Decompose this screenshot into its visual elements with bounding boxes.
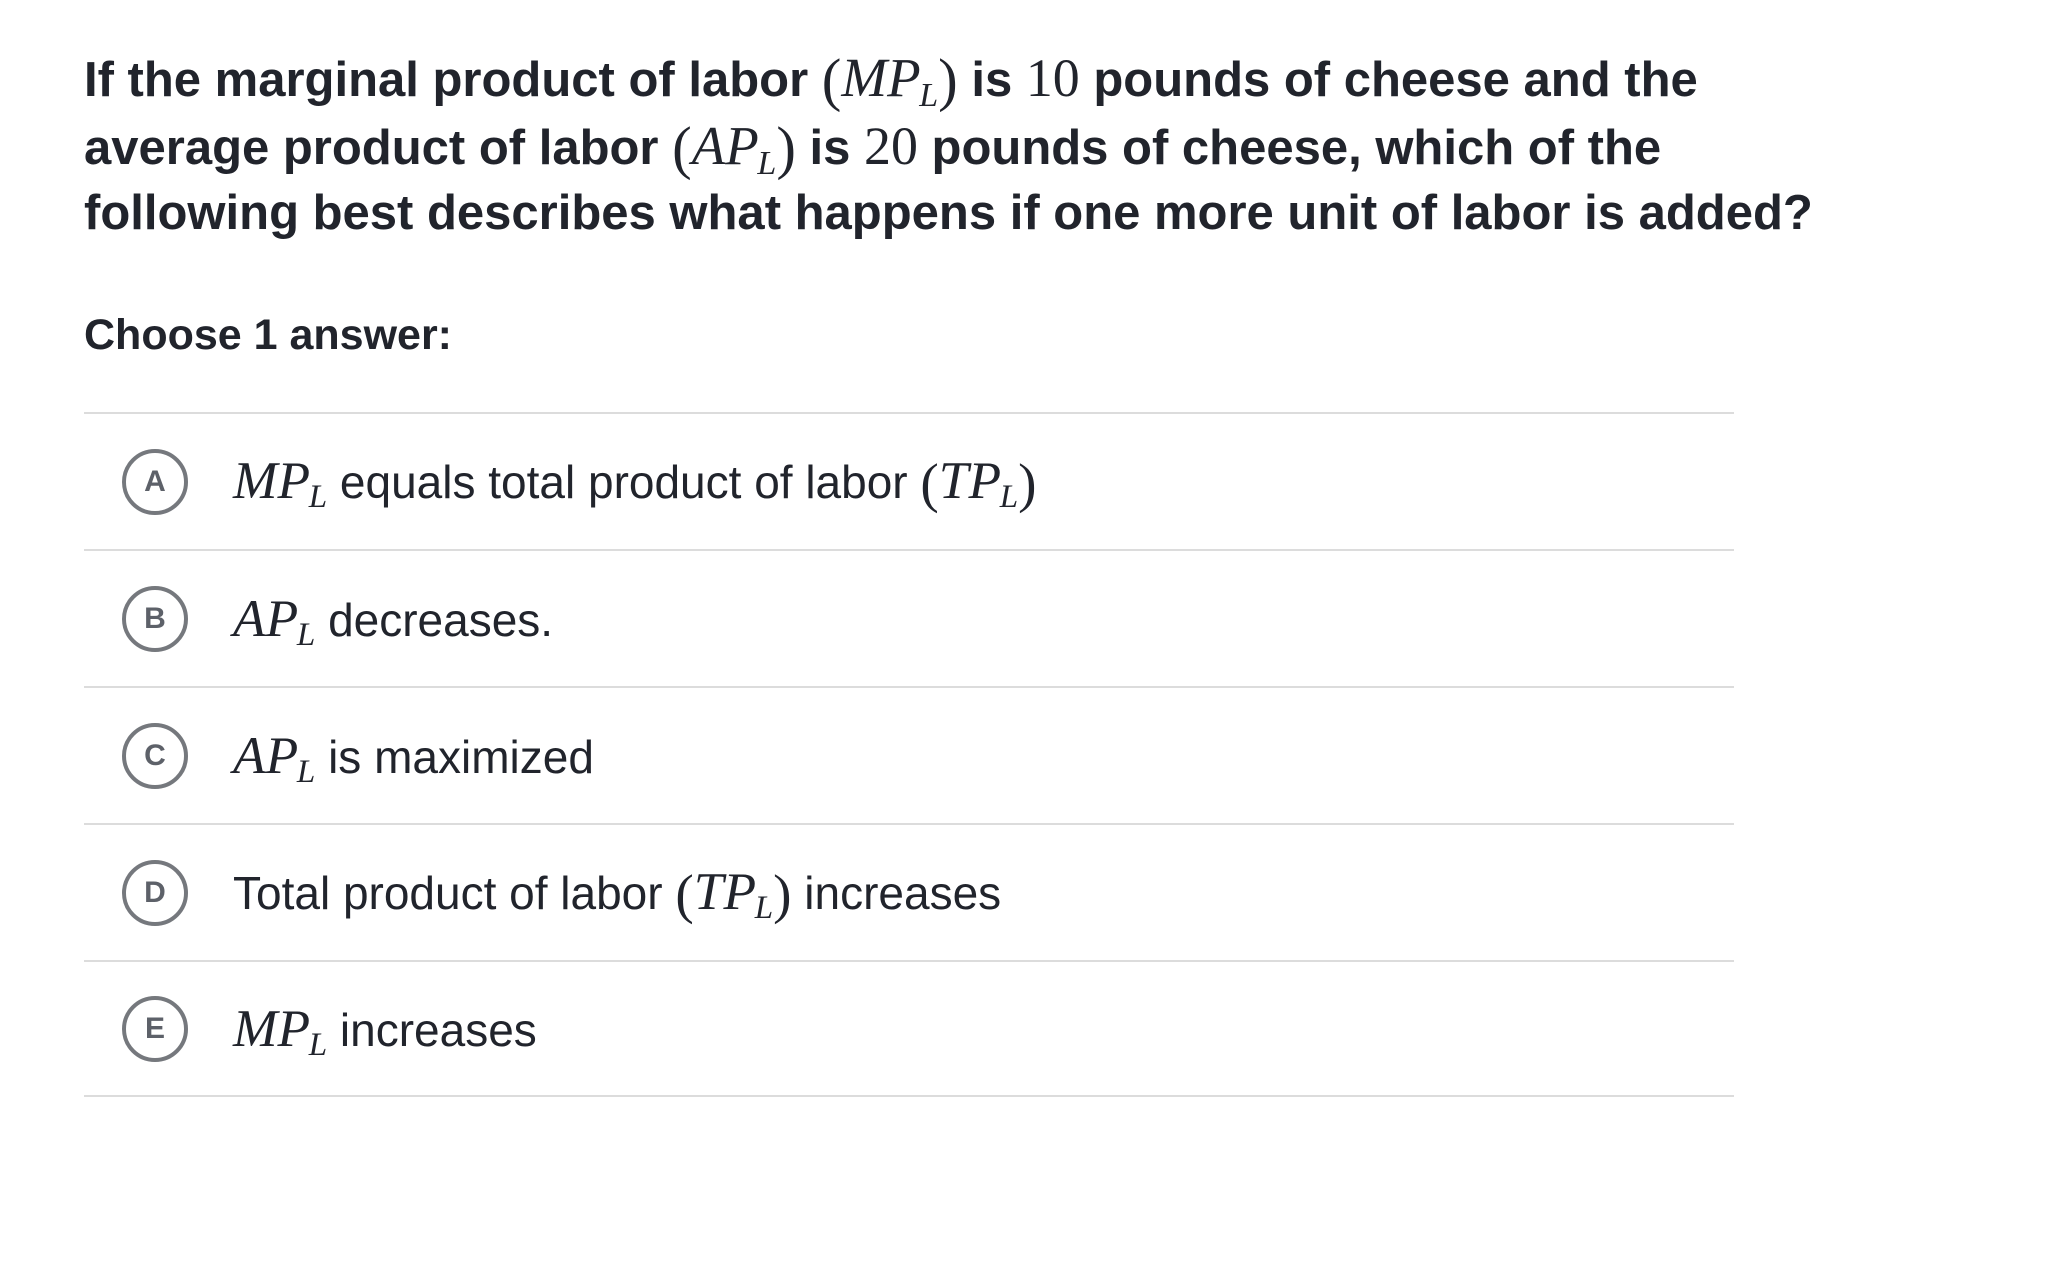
text-run: increases: [791, 866, 1002, 919]
radio-button-b[interactable]: B: [122, 585, 188, 652]
math-variable: MPL: [233, 449, 328, 516]
option-letter: A: [144, 464, 166, 498]
math-expression: (MPL): [822, 47, 958, 113]
text-run: equals total product of labor: [327, 455, 921, 508]
radio-button-d[interactable]: D: [122, 859, 188, 926]
math-subscript: L: [308, 479, 328, 516]
text-run: increases: [327, 1003, 537, 1056]
question-line: following best describes what happens if…: [84, 181, 1813, 246]
math-subscript: L: [919, 76, 939, 114]
text-run: following best describes what happens if…: [84, 186, 1813, 240]
close-paren: ): [773, 863, 792, 925]
answer-option-a[interactable]: A MPL equals total product of labor (TPL): [84, 412, 1734, 549]
answer-option-b[interactable]: B APL decreases.: [84, 549, 1734, 686]
radio-button-a[interactable]: A: [122, 448, 188, 515]
option-text: APL is maximized: [233, 724, 594, 789]
math-expression: (TPL): [675, 861, 791, 925]
close-paren: ): [938, 47, 958, 113]
math-expression: APL: [233, 588, 315, 652]
text-run: is: [795, 121, 865, 175]
text-run: pounds of cheese, which of the: [917, 121, 1662, 175]
option-letter: C: [144, 738, 166, 772]
math-variable: TPL: [693, 860, 774, 927]
math-variable: APL: [233, 587, 316, 653]
answer-option-e[interactable]: E MPL increases: [84, 960, 1734, 1097]
math-subscript: L: [999, 479, 1019, 516]
text-run: is: [957, 53, 1026, 107]
option-letter: D: [144, 875, 166, 909]
open-paren: (: [920, 452, 939, 514]
open-paren: (: [821, 47, 842, 113]
math-expression: (APL): [672, 115, 796, 181]
open-paren: (: [672, 115, 692, 181]
option-text: Total product of labor (TPL) increases: [233, 860, 1001, 925]
math-expression: (TPL): [920, 450, 1036, 514]
text-run: pounds of cheese and the: [1079, 53, 1698, 107]
close-paren: ): [1018, 452, 1037, 514]
math-subscript: L: [296, 616, 316, 653]
text-run: is maximized: [315, 730, 594, 783]
option-text: MPL equals total product of labor (TPL): [233, 449, 1037, 514]
question-line: If the marginal product of labor (MPL) i…: [84, 45, 1734, 113]
math-variable: MPL: [841, 47, 939, 114]
math-variable: TPL: [938, 449, 1019, 516]
question-content: If the marginal product of labor (MPL) i…: [84, 0, 1813, 1097]
text-run: If the marginal product of labor: [84, 53, 822, 107]
text-run: average product of labor: [84, 121, 673, 175]
text-run: Total product of labor: [233, 866, 676, 919]
math-expression: APL: [233, 725, 315, 789]
question-text: If the marginal product of labor (MPL) i…: [84, 0, 1813, 246]
radio-button-c[interactable]: C: [122, 722, 188, 789]
option-text: APL decreases.: [233, 587, 554, 652]
close-paren: ): [776, 115, 796, 181]
math-subscript: L: [308, 1026, 328, 1063]
answer-option-c[interactable]: C APL is maximized: [84, 686, 1734, 823]
choose-answer-label: Choose 1 answer:: [84, 311, 452, 359]
option-letter: B: [144, 601, 166, 635]
option-text: MPL increases: [233, 997, 537, 1062]
math-variable: MPL: [233, 997, 328, 1063]
open-paren: (: [675, 863, 694, 925]
math-variable: APL: [691, 115, 777, 182]
math-variable: APL: [233, 724, 316, 790]
math-subscript: L: [757, 144, 777, 182]
radio-button-e[interactable]: E: [122, 995, 188, 1062]
math-expression: MPL: [233, 450, 327, 514]
question-line: average product of labor (APL) is 20 pou…: [84, 113, 1734, 181]
answer-options-list: A MPL equals total product of labor (TPL)…: [84, 412, 1734, 1097]
math-number: 10: [1025, 48, 1080, 108]
math-subscript: L: [754, 890, 774, 927]
text-run: decreases.: [315, 593, 554, 646]
answer-option-d[interactable]: D Total product of labor (TPL) increases: [84, 823, 1734, 960]
option-letter: E: [144, 1011, 165, 1045]
math-number: 20: [864, 116, 918, 176]
math-expression: MPL: [233, 998, 327, 1062]
math-subscript: L: [296, 753, 316, 790]
